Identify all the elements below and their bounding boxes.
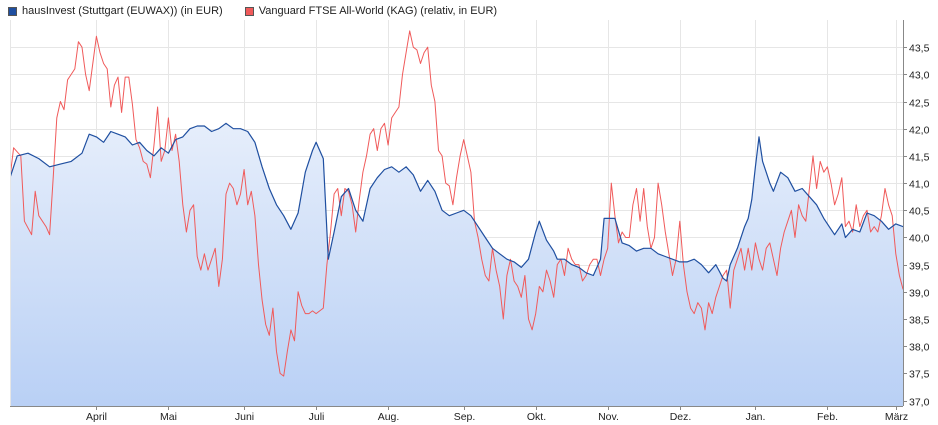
y-tick-label: 43,5 bbox=[909, 43, 930, 55]
y-tick-label: 42,0 bbox=[909, 125, 930, 137]
y-tick-label: 39,5 bbox=[909, 261, 930, 273]
x-tick-label: Feb. bbox=[817, 411, 838, 423]
legend-label-series-2: Vanguard FTSE All-World (KAG) (relativ, … bbox=[258, 5, 498, 17]
y-tick-label: 41,5 bbox=[909, 152, 930, 164]
legend-swatch-series-1 bbox=[8, 6, 17, 16]
chart-legend: hausInvest (Stuttgart (EUWAX)) (in EUR) … bbox=[8, 3, 519, 19]
y-tick-label: 37,5 bbox=[909, 369, 930, 381]
x-tick-label: Juli bbox=[309, 411, 325, 423]
y-tick-label: 37,0 bbox=[909, 397, 930, 409]
x-tick-label: April bbox=[86, 411, 107, 423]
y-tick-label: 43,0 bbox=[909, 70, 930, 82]
x-tick-label: März bbox=[885, 411, 908, 423]
y-tick-label: 40,0 bbox=[909, 233, 930, 245]
series-2-line bbox=[10, 30, 903, 377]
y-tick-label: 41,0 bbox=[909, 179, 930, 191]
legend-item-series-1[interactable]: hausInvest (Stuttgart (EUWAX)) (in EUR) bbox=[8, 5, 223, 17]
y-tick-label: 38,0 bbox=[909, 342, 930, 354]
series-1-line bbox=[10, 122, 903, 282]
y-tick-label: 42,5 bbox=[909, 98, 930, 110]
axes bbox=[10, 20, 904, 407]
x-tick-label: Aug. bbox=[378, 411, 400, 423]
legend-label-series-1: hausInvest (Stuttgart (EUWAX)) (in EUR) bbox=[22, 5, 223, 17]
legend-swatch-series-2 bbox=[244, 6, 254, 16]
y-tick-label: 39,0 bbox=[909, 288, 930, 300]
x-tick-label: Mai bbox=[160, 411, 177, 423]
x-tick-label: Jan. bbox=[746, 411, 766, 423]
x-tick-label: Okt. bbox=[527, 411, 546, 423]
y-tick-label: 38,5 bbox=[909, 315, 930, 327]
series-1-area bbox=[10, 123, 903, 406]
x-tick-label: Juni bbox=[235, 411, 254, 423]
x-axis-ticks: April Mai Juni Juli Aug. Sep. Okt. Nov. Dez. Jan.… bbox=[86, 406, 908, 423]
x-tick-label: Nov. bbox=[598, 411, 619, 423]
y-tick-label: 40,5 bbox=[909, 206, 930, 218]
x-tick-label: Sep. bbox=[454, 411, 476, 423]
x-tick-label: Dez. bbox=[670, 411, 692, 423]
legend-item-series-2[interactable]: Vanguard FTSE All-World (KAG) (relativ, … bbox=[244, 5, 498, 17]
y-axis-ticks: 37,0 37,5 38,0 38,5 39,0 39,5 40,0 40,5 41,0 41,5… bbox=[903, 43, 930, 409]
